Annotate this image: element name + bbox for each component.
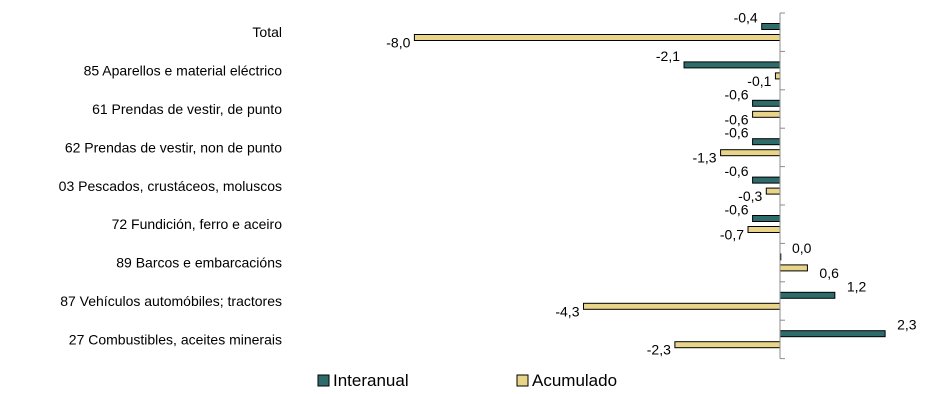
bar-acumulado-total: [413, 34, 781, 41]
data-label-interanual-72-fundicion-ferro-e-aceiro: -0,6: [724, 202, 748, 218]
category-label-03-pescados-crustaceos-moluscos: 03 Pescados, crustáceos, moluscos: [59, 178, 282, 194]
data-label-interanual-61-prendas-de-vestir-de-punto: -0,6: [724, 86, 748, 102]
data-labels: -0,4-2,1-0,6-0,6-0,6-0,60,01,22,3-8,0-0,…: [386, 10, 917, 358]
data-label-acumulado-62-prendas-de-vestir-non-de-punto: -1,3: [692, 150, 716, 166]
legend-item-interanual: Interanual: [317, 371, 409, 390]
category-label-87-vehiculos-automobiles-tractores: 87 Vehículos automóbiles; tractores: [60, 293, 282, 309]
data-label-interanual-27-combustibles-aceites-minerais: 2,3: [897, 317, 917, 333]
bar-acumulado-89-barcos-e-embarcacions: [779, 264, 808, 272]
bar-interanual-87-vehiculos-automobiles-tractores: [779, 291, 836, 299]
data-label-acumulado-total: -8,0: [386, 35, 410, 51]
category-label-85-aparellos-e-material-electrico: 85 Aparellos e material eléctrico: [84, 63, 283, 79]
data-label-acumulado-89-barcos-e-embarcacions: 0,6: [819, 265, 839, 281]
data-label-interanual-62-prendas-de-vestir-non-de-punto: -0,6: [724, 125, 748, 141]
bar-acumulado-85-aparellos-e-material-electrico: [774, 72, 781, 80]
legend-swatch-acumulado: [516, 374, 529, 387]
data-label-interanual-03-pescados-crustaceos-moluscos: -0,6: [724, 163, 748, 179]
bar-interanual-62-prendas-de-vestir-non-de-punto: [752, 138, 781, 146]
category-label-total: Total: [252, 24, 282, 40]
bar-interanual-85-aparellos-e-material-electrico: [683, 61, 781, 69]
bar-interanual-72-fundicion-ferro-e-aceiro: [752, 215, 781, 222]
category-label-27-combustibles-aceites-minerais: 27 Combustibles, aceites minerais: [69, 331, 282, 347]
bar-acumulado-27-combustibles-aceites-minerais: [674, 341, 781, 349]
data-label-acumulado-85-aparellos-e-material-electrico: -0,1: [747, 73, 771, 89]
bar-acumulado-87-vehiculos-automobiles-tractores: [582, 302, 781, 310]
plot-area: [413, 12, 886, 360]
bar-acumulado-72-fundicion-ferro-e-aceiro: [747, 226, 781, 233]
data-label-acumulado-61-prendas-de-vestir-de-punto: -0,6: [724, 111, 748, 127]
data-label-interanual-total: -0,4: [734, 10, 758, 26]
bar-acumulado-61-prendas-de-vestir-de-punto: [752, 110, 781, 118]
legend: Interanual Acumulado: [317, 371, 617, 390]
legend-swatch-interanual: [317, 374, 330, 387]
legend-item-acumulado: Acumulado: [516, 371, 617, 390]
legend-label-acumulado: Acumulado: [532, 371, 617, 390]
bar-acumulado-62-prendas-de-vestir-non-de-punto: [720, 149, 781, 157]
category-label-89-barcos-e-embarcacions: 89 Barcos e embarcacións: [116, 255, 282, 271]
bar-acumulado-03-pescados-crustaceos-moluscos: [765, 187, 781, 195]
category-label-61-prendas-de-vestir-de-punto: 61 Prendas de vestir, de punto: [92, 101, 282, 117]
data-label-acumulado-87-vehiculos-automobiles-tractores: -4,3: [555, 303, 579, 319]
bar-interanual-total: [761, 23, 781, 30]
category-labels: Total 85 Aparellos e material eléctrico 61…: [59, 24, 283, 347]
data-label-interanual-87-vehiculos-automobiles-tractores: 1,2: [847, 278, 867, 294]
data-label-interanual-85-aparellos-e-material-electrico: -2,1: [656, 48, 680, 64]
data-label-acumulado-72-fundicion-ferro-e-aceiro: -0,7: [720, 227, 744, 243]
bar-interanual-03-pescados-crustaceos-moluscos: [752, 176, 781, 184]
category-label-62-prendas-de-vestir-non-de-punto: 62 Prendas de vestir, non de punto: [65, 139, 282, 155]
data-label-acumulado-03-pescados-crustaceos-moluscos: -0,3: [738, 188, 762, 204]
data-label-acumulado-27-combustibles-aceites-minerais: -2,3: [647, 342, 671, 358]
legend-label-interanual: Interanual: [333, 371, 409, 390]
category-label-72-fundicion-ferro-e-aceiro: 72 Fundición, ferro e aceiro: [112, 216, 283, 232]
bar-interanual-27-combustibles-aceites-minerais: [779, 330, 886, 338]
bar-interanual-61-prendas-de-vestir-de-punto: [752, 99, 781, 107]
data-label-interanual-89-barcos-e-embarcacions: 0,0: [792, 240, 812, 256]
